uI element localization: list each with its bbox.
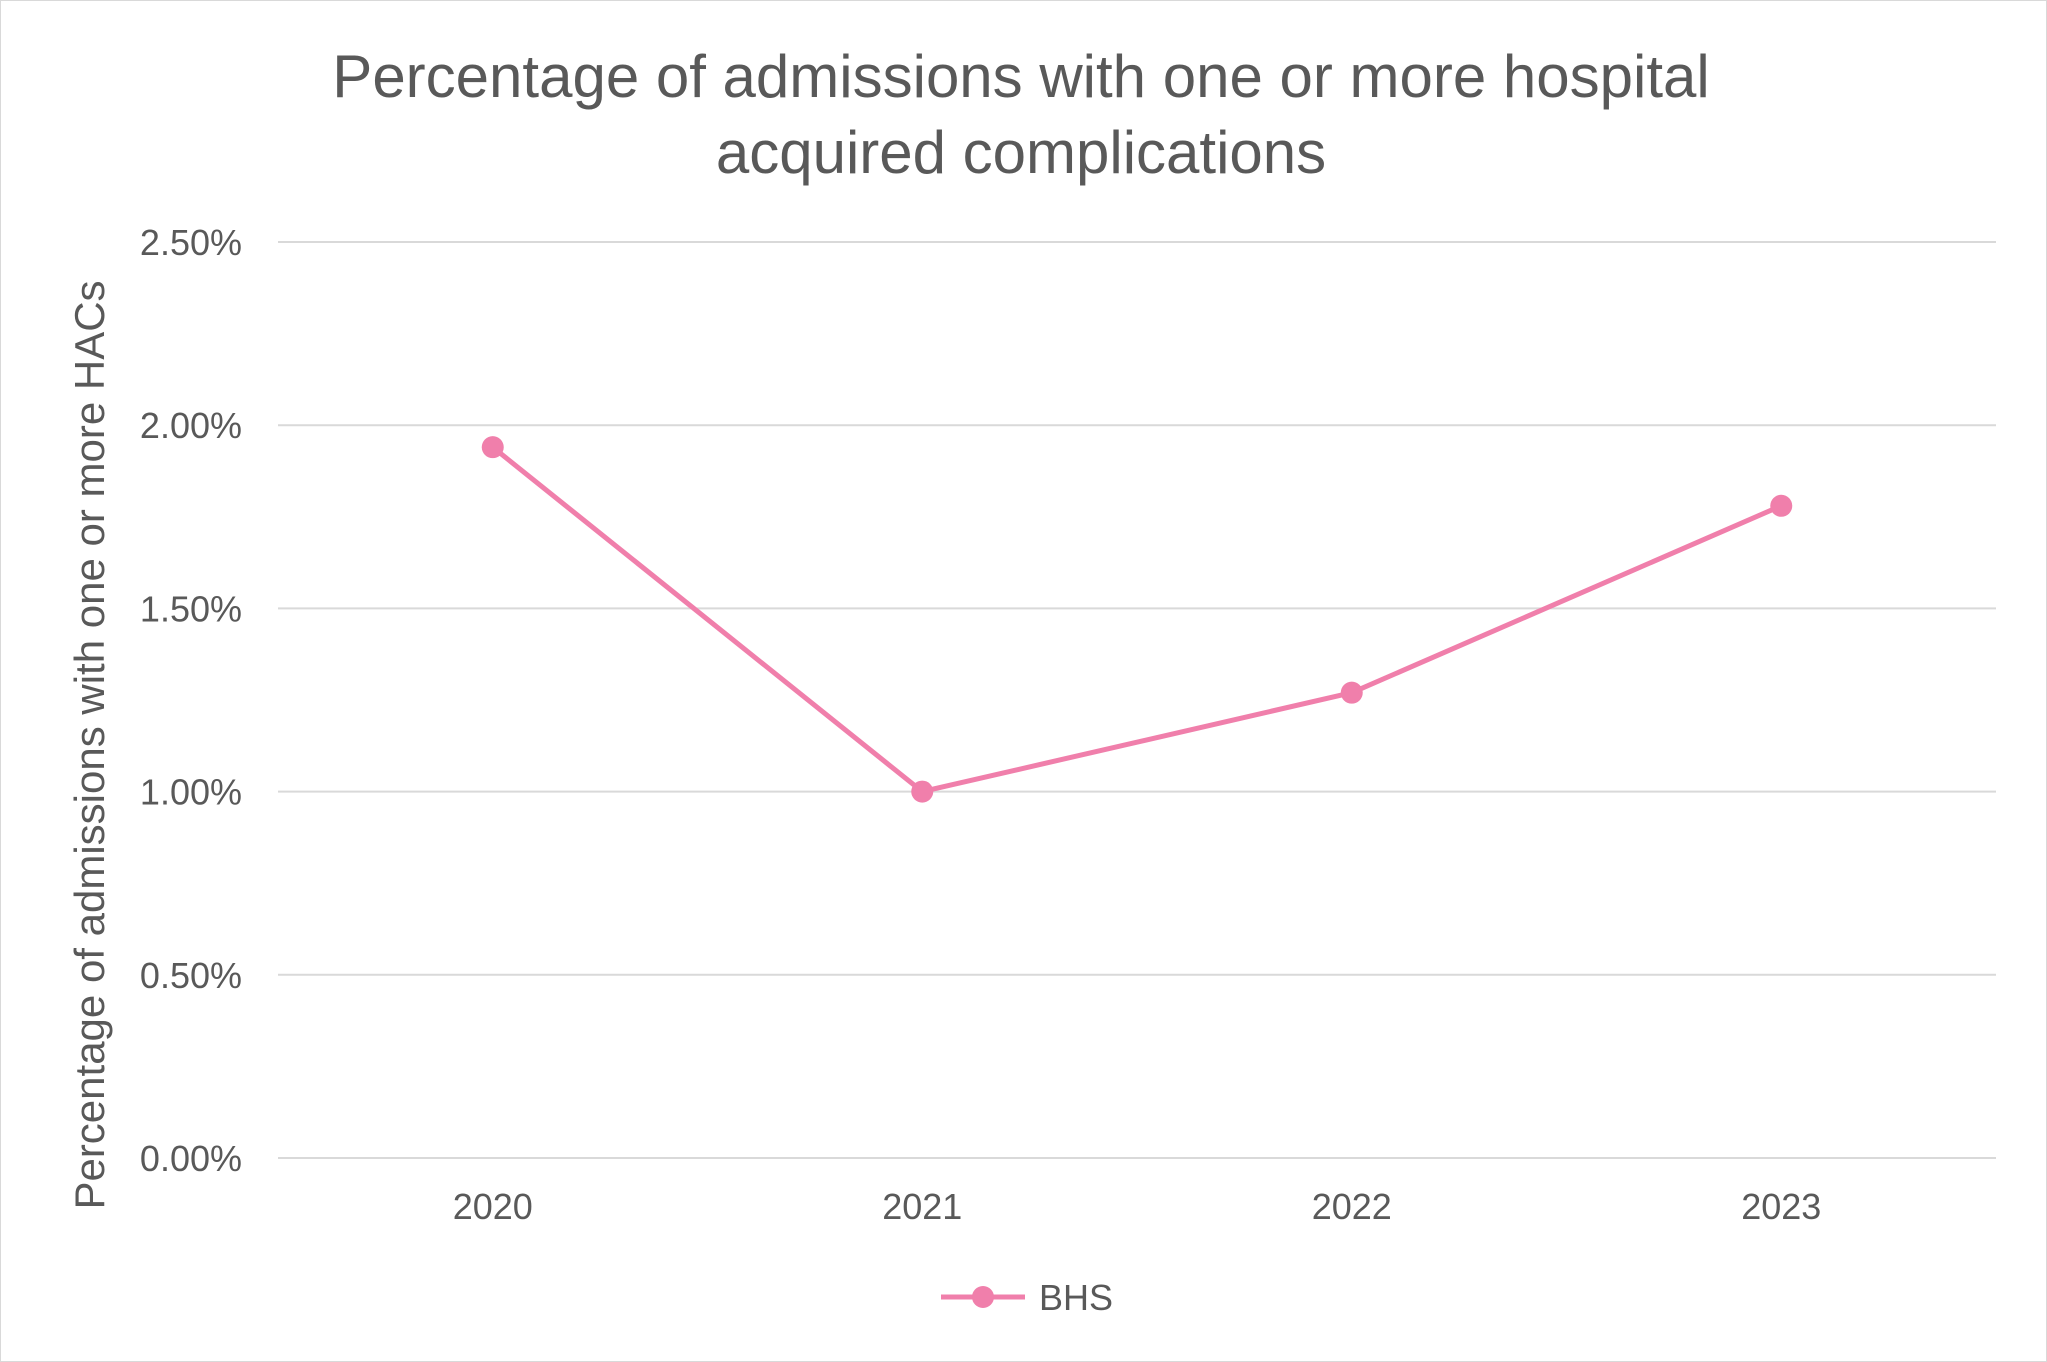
y-tick-label: 1.50% <box>140 588 242 629</box>
y-tick-label: 2.00% <box>140 405 242 446</box>
chart-title-line-1: Percentage of admissions with one or mor… <box>332 43 1710 110</box>
y-tick-label: 0.50% <box>140 955 242 996</box>
y-tick-label: 2.50% <box>140 222 242 263</box>
legend-marker-bhs <box>972 1286 994 1308</box>
y-tick-label: 1.00% <box>140 772 242 813</box>
chart-title: Percentage of admissions with one or mor… <box>181 39 1861 191</box>
data-point <box>481 436 504 459</box>
series-line-bhs <box>490 444 1784 795</box>
data-point <box>1340 681 1363 704</box>
y-axis-title: Percentage of admissions with one or mor… <box>66 280 113 1209</box>
y-tick-label: 0.00% <box>140 1138 242 1179</box>
data-point <box>1770 494 1793 517</box>
x-tick-label: 2023 <box>1741 1186 1821 1227</box>
x-tick-label: 2020 <box>453 1186 533 1227</box>
x-axis-ticks: 2020 2021 2022 2023 <box>453 1186 1822 1227</box>
x-tick-label: 2022 <box>1312 1186 1392 1227</box>
x-tick-label: 2021 <box>882 1186 962 1227</box>
legend: BHS <box>941 1277 1113 1318</box>
data-point <box>911 780 934 803</box>
series-layer <box>481 436 1793 803</box>
gridlines <box>278 241 1996 1159</box>
legend-label-bhs: BHS <box>1039 1277 1113 1318</box>
chart-title-line-2: acquired complications <box>715 119 1327 186</box>
y-axis-ticks: 0.00% 0.50% 1.00% 1.50% 2.00% 2.50% <box>140 222 242 1179</box>
